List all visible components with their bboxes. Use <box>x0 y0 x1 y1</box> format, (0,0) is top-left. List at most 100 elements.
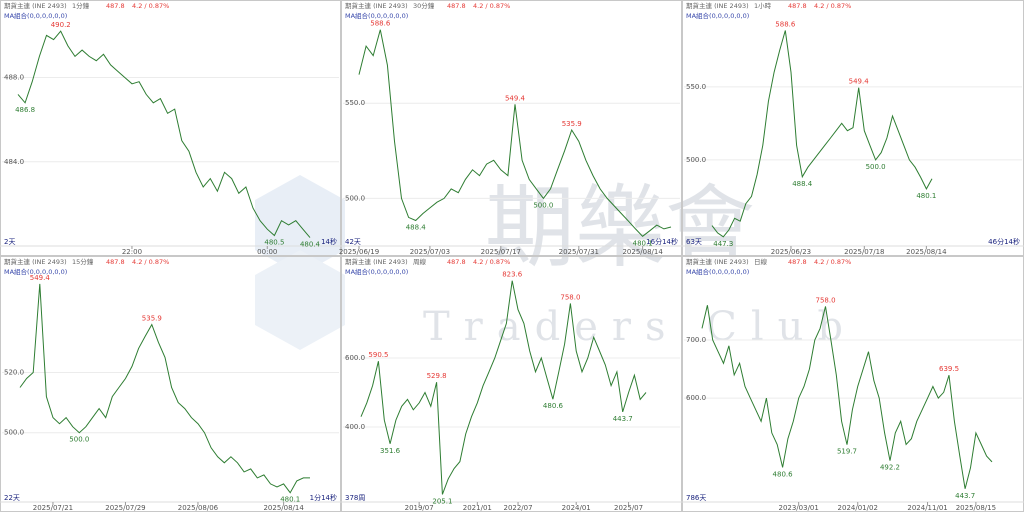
price-line <box>358 29 672 237</box>
change: 4.2 / 0.87% <box>132 258 169 266</box>
price-annotation: 535.9 <box>562 120 582 128</box>
price-annotation: 529.8 <box>427 372 447 380</box>
price-annotation: 480.6 <box>773 470 794 478</box>
y-tick-label: 700.0 <box>686 336 706 344</box>
bar-count: 22天 <box>4 494 20 502</box>
bar-count: 2天 <box>4 238 15 246</box>
instrument: 期貨主連 (INE 2493) <box>345 1 408 10</box>
price: 487.8 <box>106 2 125 10</box>
price-annotation: 500.0 <box>866 163 886 171</box>
x-tick-label: 2021/01 <box>463 504 492 512</box>
price-annotation: 588.6 <box>775 20 796 28</box>
price-annotation: 823.6 <box>502 271 523 279</box>
bar-count: 378周 <box>345 494 365 502</box>
y-tick-label: 550.0 <box>686 83 706 91</box>
y-tick-label: 500.0 <box>345 194 365 202</box>
price-annotation: 490.2 <box>51 21 71 29</box>
price-annotation: 480.6 <box>543 402 564 410</box>
price-annotation: 488.4 <box>792 180 813 188</box>
panel <box>0 0 341 256</box>
price-annotation: 447.3 <box>713 240 733 248</box>
indicator: MA組合(0,0,0,0,0,0) <box>345 267 408 276</box>
instrument: 期貨主連 (INE 2493) <box>4 257 67 266</box>
indicator: MA組合(0,0,0,0,0,0) <box>686 11 749 20</box>
y-tick-label: 600.0 <box>345 354 365 362</box>
period: 1分鐘 <box>72 1 90 10</box>
x-tick-label: 2025/07/31 <box>559 248 599 256</box>
x-tick-label: 2022/07 <box>503 504 532 512</box>
instrument: 期貨主連 (INE 2493) <box>686 257 749 266</box>
price-annotation: 480.1 <box>280 496 300 504</box>
price-annotation: 549.4 <box>30 274 51 282</box>
price-annotation: 492.2 <box>880 464 900 472</box>
end-label: 16分14秒 <box>646 237 678 246</box>
price-line <box>701 305 993 489</box>
bar-count: 786天 <box>686 494 706 502</box>
watermark-logo <box>255 250 345 350</box>
price-annotation: 590.5 <box>368 351 388 359</box>
price-annotation: 488.4 <box>406 223 427 231</box>
price-annotation: 486.8 <box>15 106 35 114</box>
price-annotation: 480.4 <box>300 241 321 249</box>
price-annotation: 549.4 <box>849 78 870 86</box>
price-line <box>360 280 647 495</box>
x-tick-label: 2024/01 <box>562 504 591 512</box>
price: 487.8 <box>788 2 807 10</box>
indicator: MA組合(0,0,0,0,0,0) <box>4 11 67 20</box>
x-tick-label: 2025/06/19 <box>339 248 379 256</box>
price-annotation: 443.7 <box>955 492 975 500</box>
price-annotation: 480.1 <box>916 192 936 200</box>
x-tick-label: 2025/07/17 <box>481 248 521 256</box>
price-annotation: 500.0 <box>533 201 553 209</box>
x-tick-label: 00:00 <box>257 248 277 256</box>
x-tick-label: 2025/08/14 <box>263 504 304 512</box>
price: 487.8 <box>447 2 466 10</box>
x-tick-label: 2025/07/21 <box>33 504 73 512</box>
bar-count: 63天 <box>686 238 702 246</box>
price-annotation: 480.1 <box>633 239 653 247</box>
x-tick-label: 2025/08/15 <box>956 504 996 512</box>
header-bg <box>342 1 517 10</box>
panel <box>341 0 682 256</box>
indicator: MA組合(0,0,0,0,0,0) <box>4 267 67 276</box>
x-tick-label: 2025/07/03 <box>410 248 450 256</box>
watermark-subtitle: Traders Club <box>423 304 857 350</box>
period: 日線 <box>754 257 768 266</box>
period: 1小時 <box>754 1 772 10</box>
price-annotation: 639.5 <box>939 365 959 373</box>
indicator: MA組合(0,0,0,0,0,0) <box>686 267 749 276</box>
change: 4.2 / 0.87% <box>473 258 510 266</box>
panel <box>341 256 682 512</box>
instrument: 期貨主連 (INE 2493) <box>686 1 749 10</box>
price-annotation: 549.4 <box>505 94 526 102</box>
price-annotation: 443.7 <box>613 415 633 423</box>
price-annotation: 758.0 <box>815 296 835 304</box>
y-tick-label: 500.0 <box>686 156 706 164</box>
y-tick-label: 550.0 <box>345 99 365 107</box>
x-tick-label: 2025/07/29 <box>105 504 145 512</box>
end-label: 1分14秒 <box>310 493 337 502</box>
instrument: 期貨主連 (INE 2493) <box>345 257 408 266</box>
end-label: 46分14秒 <box>988 237 1020 246</box>
x-tick-label: 2025/08/14 <box>622 248 663 256</box>
x-tick-label: 2025/08/06 <box>178 504 219 512</box>
period: 30分鐘 <box>413 1 435 10</box>
price-annotation: 758.0 <box>560 293 580 301</box>
price-annotation: 480.5 <box>264 238 284 246</box>
price-line <box>711 30 933 238</box>
y-tick-label: 500.0 <box>4 429 24 437</box>
x-tick-label: 2025/06/23 <box>771 248 811 256</box>
x-tick-label: 22:00 <box>122 248 142 256</box>
end-label: 14秒 <box>321 237 337 246</box>
price-line <box>19 283 310 494</box>
y-tick-label: 600.0 <box>686 394 706 402</box>
y-tick-label: 520.0 <box>4 368 24 376</box>
header-bg <box>1 257 176 266</box>
price: 487.8 <box>447 258 466 266</box>
header-bg <box>683 257 858 266</box>
x-tick-label: 2025/08/14 <box>906 248 947 256</box>
x-tick-label: 2019/07 <box>405 504 434 512</box>
y-tick-label: 400.0 <box>345 423 365 431</box>
